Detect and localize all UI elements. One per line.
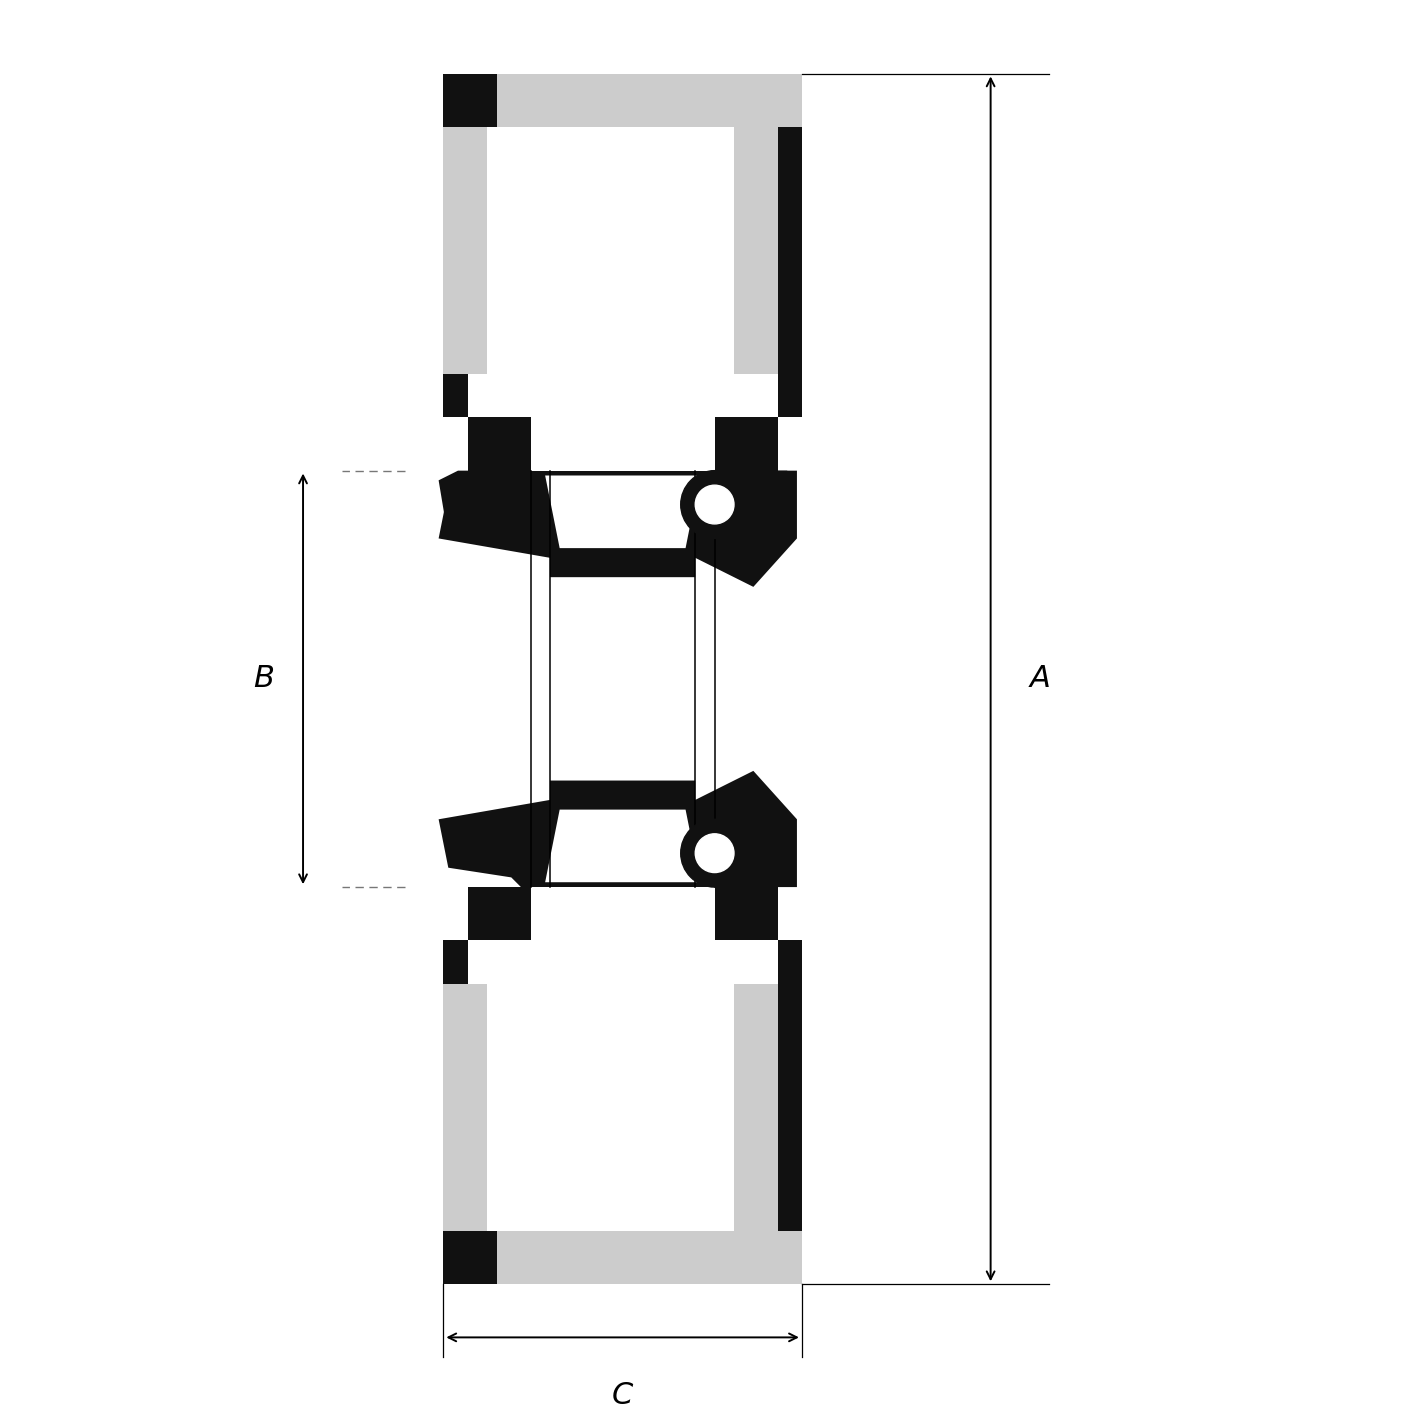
Polygon shape <box>486 984 734 1230</box>
Polygon shape <box>468 887 530 941</box>
Polygon shape <box>714 887 778 941</box>
Polygon shape <box>778 127 801 418</box>
Polygon shape <box>443 984 486 1230</box>
Polygon shape <box>439 770 797 887</box>
Polygon shape <box>734 984 778 1230</box>
Circle shape <box>695 485 734 524</box>
Polygon shape <box>439 471 797 586</box>
Polygon shape <box>496 1230 801 1284</box>
Polygon shape <box>734 127 778 374</box>
Text: A: A <box>1029 665 1050 693</box>
Polygon shape <box>546 810 700 882</box>
Polygon shape <box>443 941 468 1230</box>
Polygon shape <box>443 127 468 418</box>
Polygon shape <box>530 418 714 471</box>
Polygon shape <box>496 73 801 127</box>
Circle shape <box>695 834 734 873</box>
Polygon shape <box>443 73 801 127</box>
Circle shape <box>681 820 748 887</box>
Text: B: B <box>253 665 274 693</box>
Polygon shape <box>468 418 530 471</box>
Polygon shape <box>443 127 486 374</box>
Polygon shape <box>486 127 734 374</box>
Polygon shape <box>439 471 560 553</box>
Text: C: C <box>612 1381 633 1406</box>
Circle shape <box>681 471 748 538</box>
Polygon shape <box>714 418 778 471</box>
Polygon shape <box>686 471 787 578</box>
Polygon shape <box>530 887 714 941</box>
Polygon shape <box>443 1230 801 1284</box>
Polygon shape <box>546 475 700 548</box>
Polygon shape <box>778 941 801 1230</box>
